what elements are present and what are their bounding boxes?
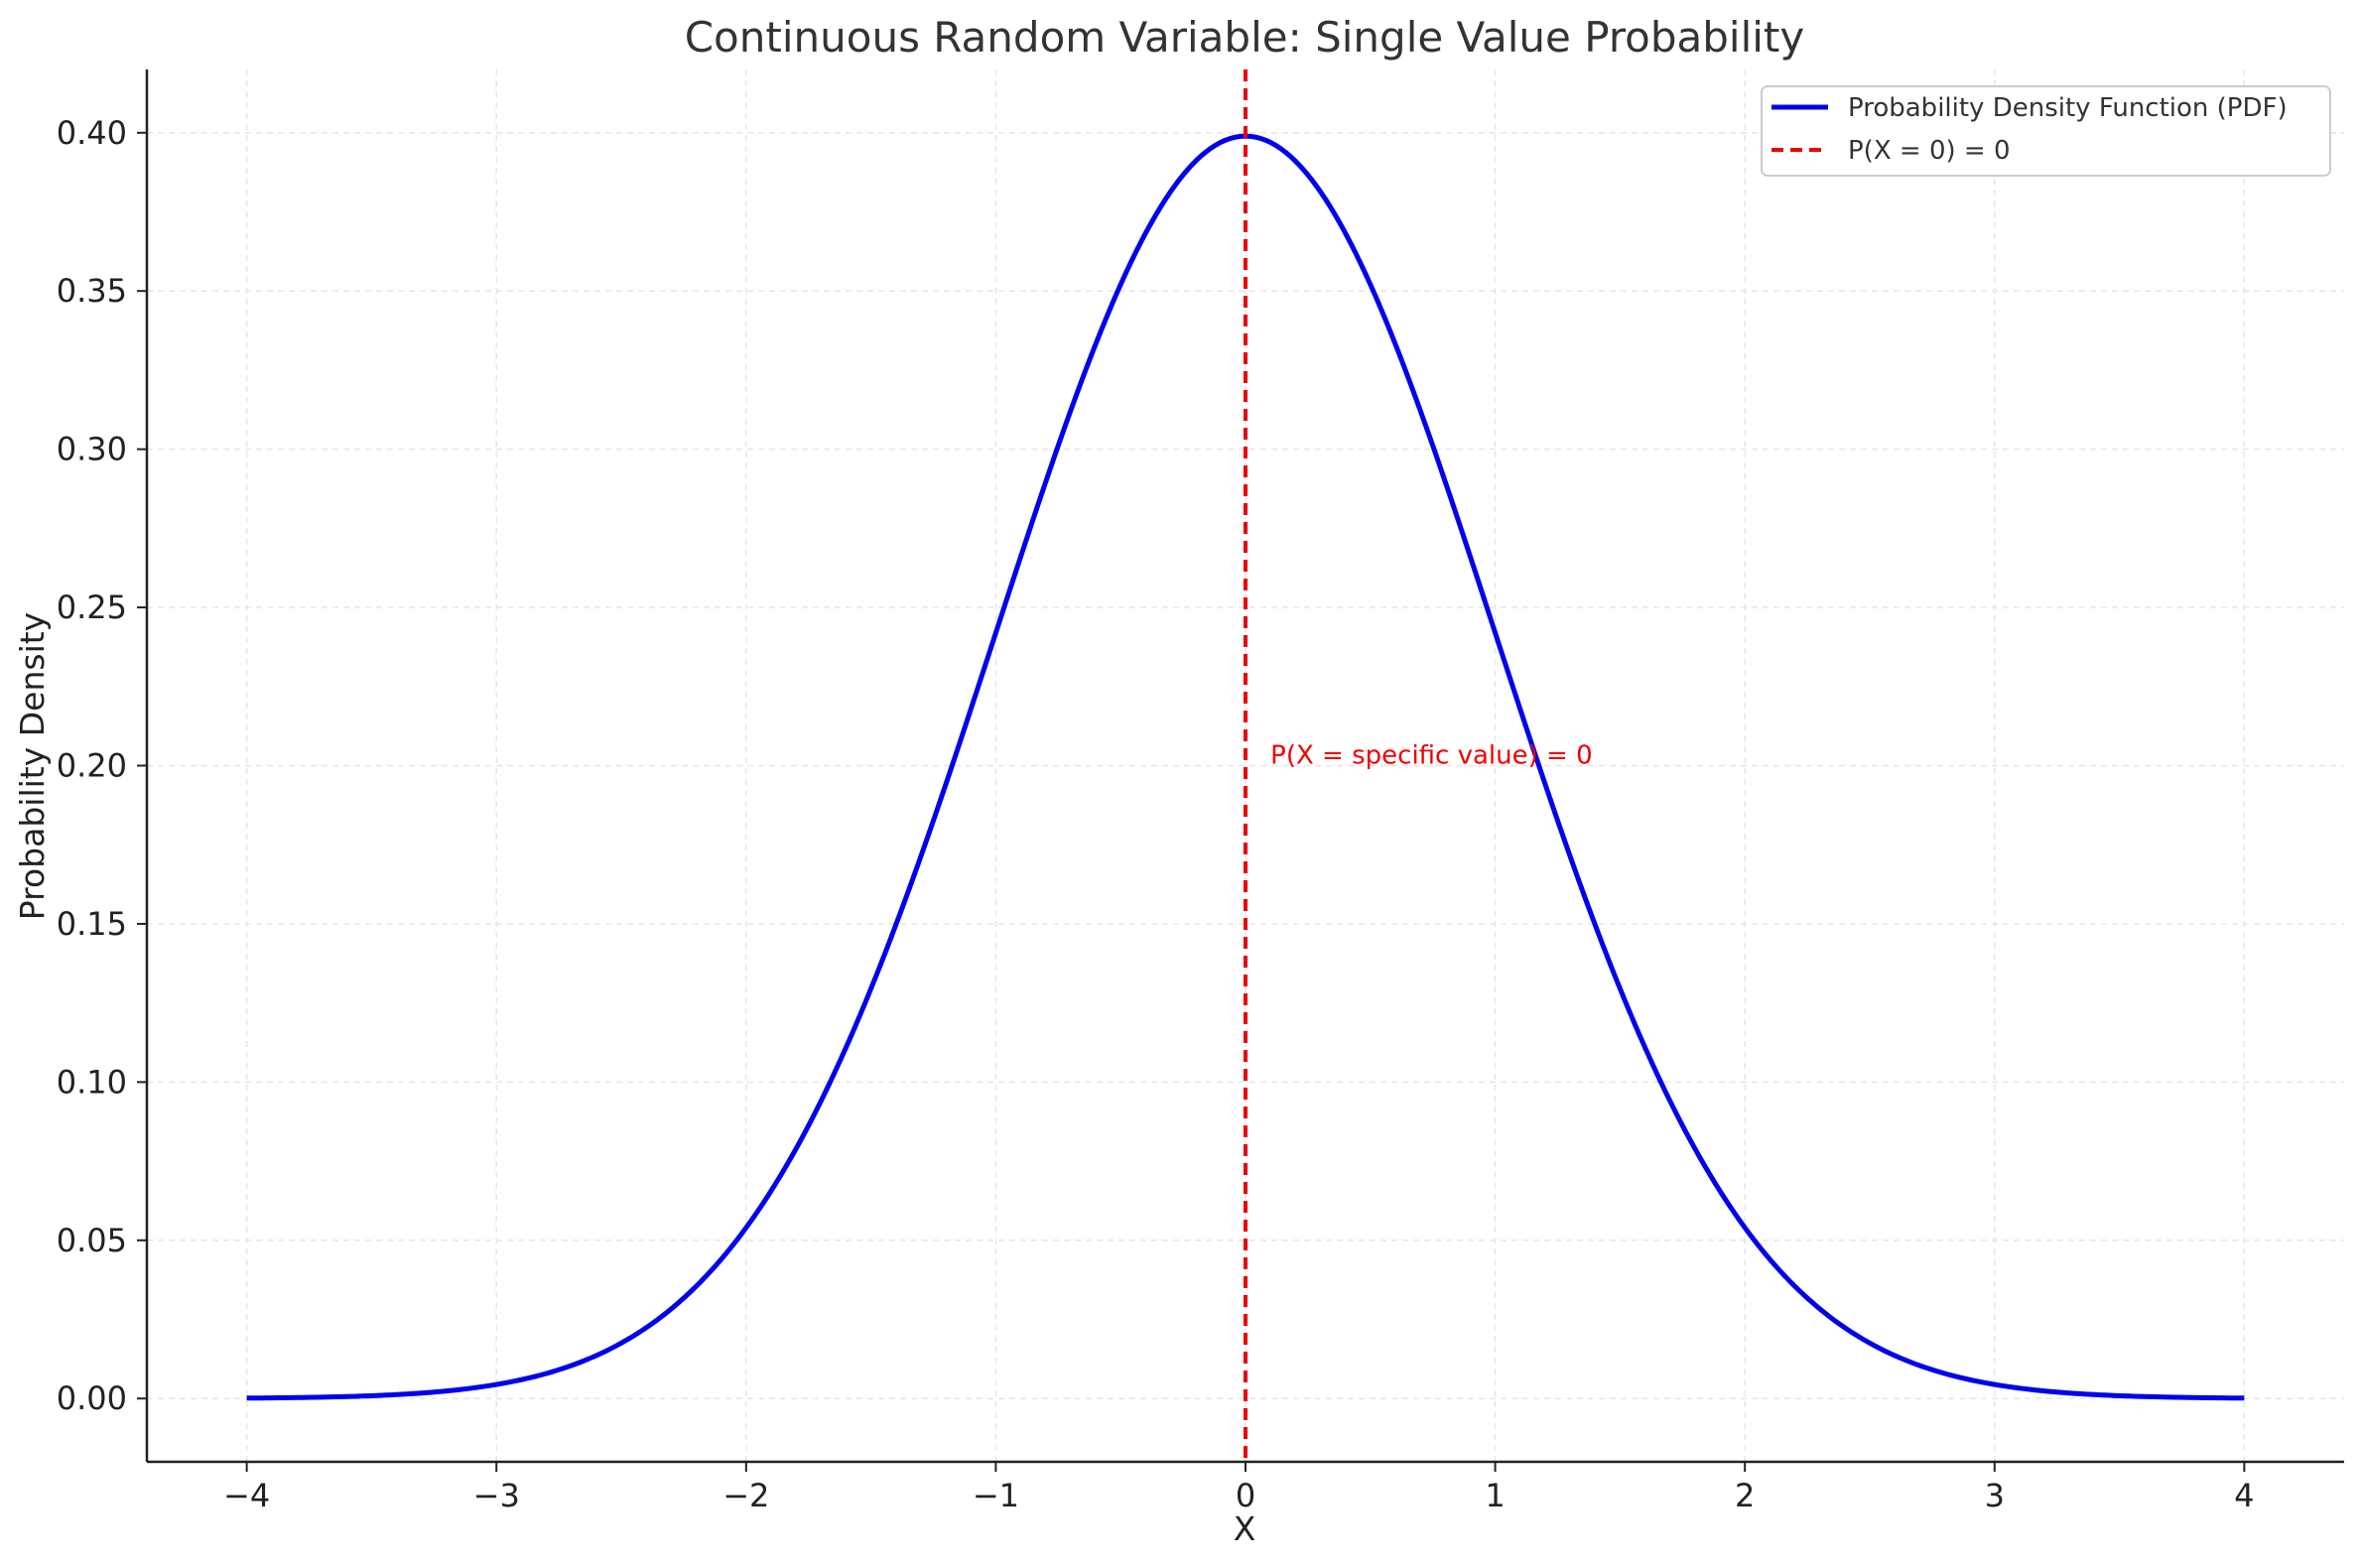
x-axis-label: X (1234, 1509, 1256, 1548)
x-tick-label: −1 (973, 1477, 1019, 1514)
y-tick-label: 0.05 (57, 1222, 127, 1259)
legend-pdf-label: Probability Density Function (PDF) (1848, 93, 2288, 123)
y-axis-label: Probability Density (13, 612, 52, 920)
y-tick-label: 0.00 (57, 1379, 127, 1417)
chart-title: Continuous Random Variable: Single Value… (685, 13, 1805, 62)
x-tick-label: 4 (2234, 1477, 2254, 1514)
y-tick-label: 0.10 (57, 1063, 127, 1101)
x-tick-label: −2 (722, 1477, 769, 1514)
x-tick-label: 2 (1735, 1477, 1755, 1514)
x-tick-label: 1 (1485, 1477, 1505, 1514)
legend-box (1761, 85, 2331, 177)
x-tick-label: 0 (1236, 1477, 1255, 1514)
plot-area (246, 69, 2245, 1462)
y-tick-label: 0.25 (57, 588, 127, 626)
y-tick-label: 0.35 (57, 272, 127, 310)
legend: Probability Density Function (PDF) P(X =… (1761, 85, 2331, 177)
x-tick-label: 3 (1985, 1477, 2005, 1514)
ticks: −4 −3 −2 −1 0 1 2 3 4 0.00 0.05 0.10 0.15 0.20 0.25 0.3… (57, 114, 2255, 1514)
x-tick-label: −4 (223, 1477, 270, 1514)
y-tick-label: 0.20 (57, 747, 127, 785)
y-tick-label: 0.30 (57, 431, 127, 468)
annotation-text: P(X = specific value) = 0 (1270, 741, 1592, 771)
x-tick-label: −3 (473, 1477, 520, 1514)
legend-vline-label: P(X = 0) = 0 (1848, 136, 2011, 166)
y-tick-label: 0.40 (57, 114, 127, 152)
y-tick-label: 0.15 (57, 905, 127, 943)
